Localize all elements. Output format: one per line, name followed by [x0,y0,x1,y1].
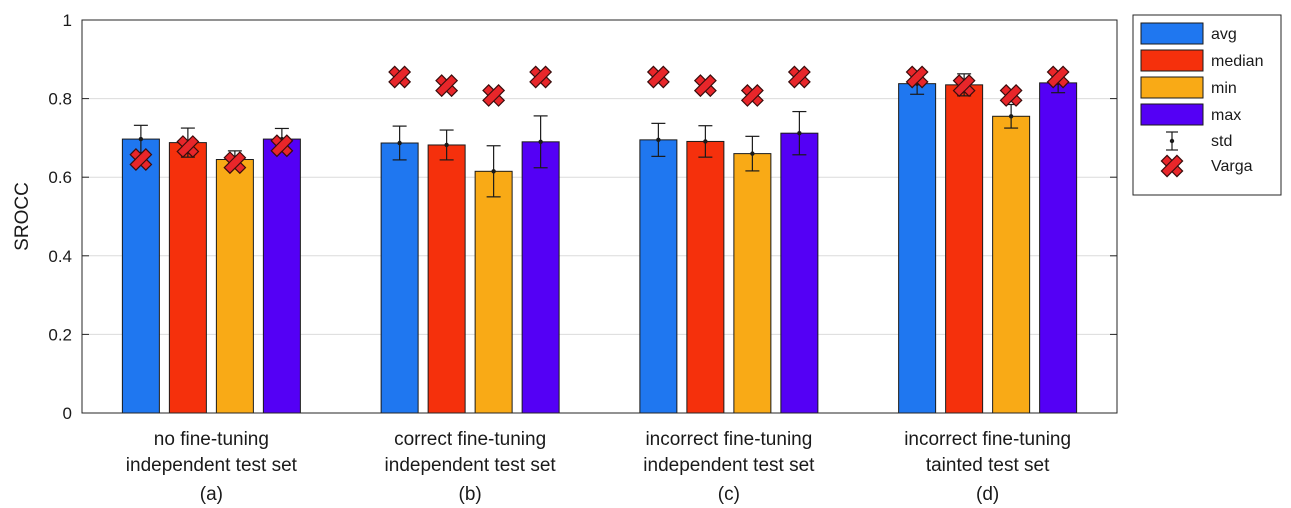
varga-marker [952,74,976,98]
axes-box [81,19,1118,414]
x-category-label-line2: independent test set [385,455,557,476]
bar-avg [639,139,678,414]
legend-swatch-median [1140,49,1204,72]
bar-avg [898,83,937,414]
bar-max [262,138,301,414]
bar-min [733,153,772,414]
bar-avg [121,138,160,414]
x-category-label-line2: independent test set [643,455,815,476]
error-bar-point [1008,114,1014,119]
varga-marker-center [136,154,146,165]
grid-lines [82,98,1117,335]
varga-marker [270,134,294,158]
legend-label-avg: avg [1211,26,1237,43]
x-category-tag: (c) [718,484,740,505]
x-category-label-line1: incorrect fine-tuning [904,429,1071,450]
x-category-tag: (b) [459,484,482,505]
x-category-label-line2: independent test set [126,455,298,476]
varga-marker [646,65,670,89]
bar-min [992,115,1031,414]
varga-marker [999,84,1023,107]
x-category-label-line1: incorrect fine-tuning [645,429,812,450]
legend-swatch-avg [1140,22,1204,45]
legend-label-median: median [1211,53,1263,70]
varga-marker [905,65,929,89]
error-bar-point [797,130,802,136]
bar-median [686,140,725,414]
bar-min [474,170,513,414]
bar-min [215,159,254,414]
error-bar-point [444,142,449,148]
bar-median [427,144,466,414]
bar-max [780,132,819,414]
varga-marker [1046,65,1070,89]
varga-marker [129,148,153,171]
error-bar-point [703,139,708,144]
legend-label-max: max [1211,107,1241,124]
varga-marker [223,151,247,175]
y-axis-ticks: 0 0.2 0.4 0.6 0.8 1 [48,11,1117,423]
y-tick-label: 0.2 [48,325,72,344]
y-tick-label: 0.6 [48,168,72,187]
bar-median [168,142,207,414]
y-tick-label: 0.4 [48,247,72,266]
y-tick-label: 0.8 [48,90,72,109]
bar-max [521,141,560,414]
legend-std-point [1169,138,1175,144]
varga-marker [435,74,459,98]
bar-median [945,84,984,414]
varga-marker [388,65,412,89]
varga-marker [740,84,764,107]
y-tick-label: 1 [63,11,72,30]
legend: avg median min max std Varga [1132,14,1282,196]
varga-marker [693,74,717,98]
varga-marker [1160,154,1184,178]
bars [121,82,1078,414]
bar-avg [380,142,419,414]
x-axis-category-labels: no fine-tuning independent test set (a) cor… [126,429,1071,505]
varga-markers [129,65,1070,175]
legend-label-std: std [1211,133,1232,150]
x-category-tag: (d) [976,484,999,505]
error-bar-point [656,137,661,143]
bar-max [1039,82,1078,414]
error-bar-point [538,139,543,145]
error-bar-point [138,136,144,142]
error-bar-point [491,169,496,174]
x-category-label-line1: correct fine-tuning [394,429,546,450]
error-bar-point [750,151,755,156]
legend-swatch-min [1140,76,1204,99]
x-category-label-line2: tainted test set [926,455,1050,476]
x-category-tag: (a) [200,484,223,505]
legend-swatch-max [1140,103,1204,126]
y-axis-title: SROCC [12,182,33,251]
legend-label-min: min [1211,80,1237,97]
varga-marker-center [230,157,240,168]
y-tick-label: 0 [63,404,72,423]
varga-marker [787,65,811,89]
error-bar-point [397,140,402,146]
varga-marker [482,84,506,107]
legend-label-varga: Varga [1211,158,1253,175]
varga-marker [529,65,553,89]
x-category-label-line1: no fine-tuning [154,429,269,450]
varga-marker [176,135,200,159]
varga-marker-center [183,141,193,152]
